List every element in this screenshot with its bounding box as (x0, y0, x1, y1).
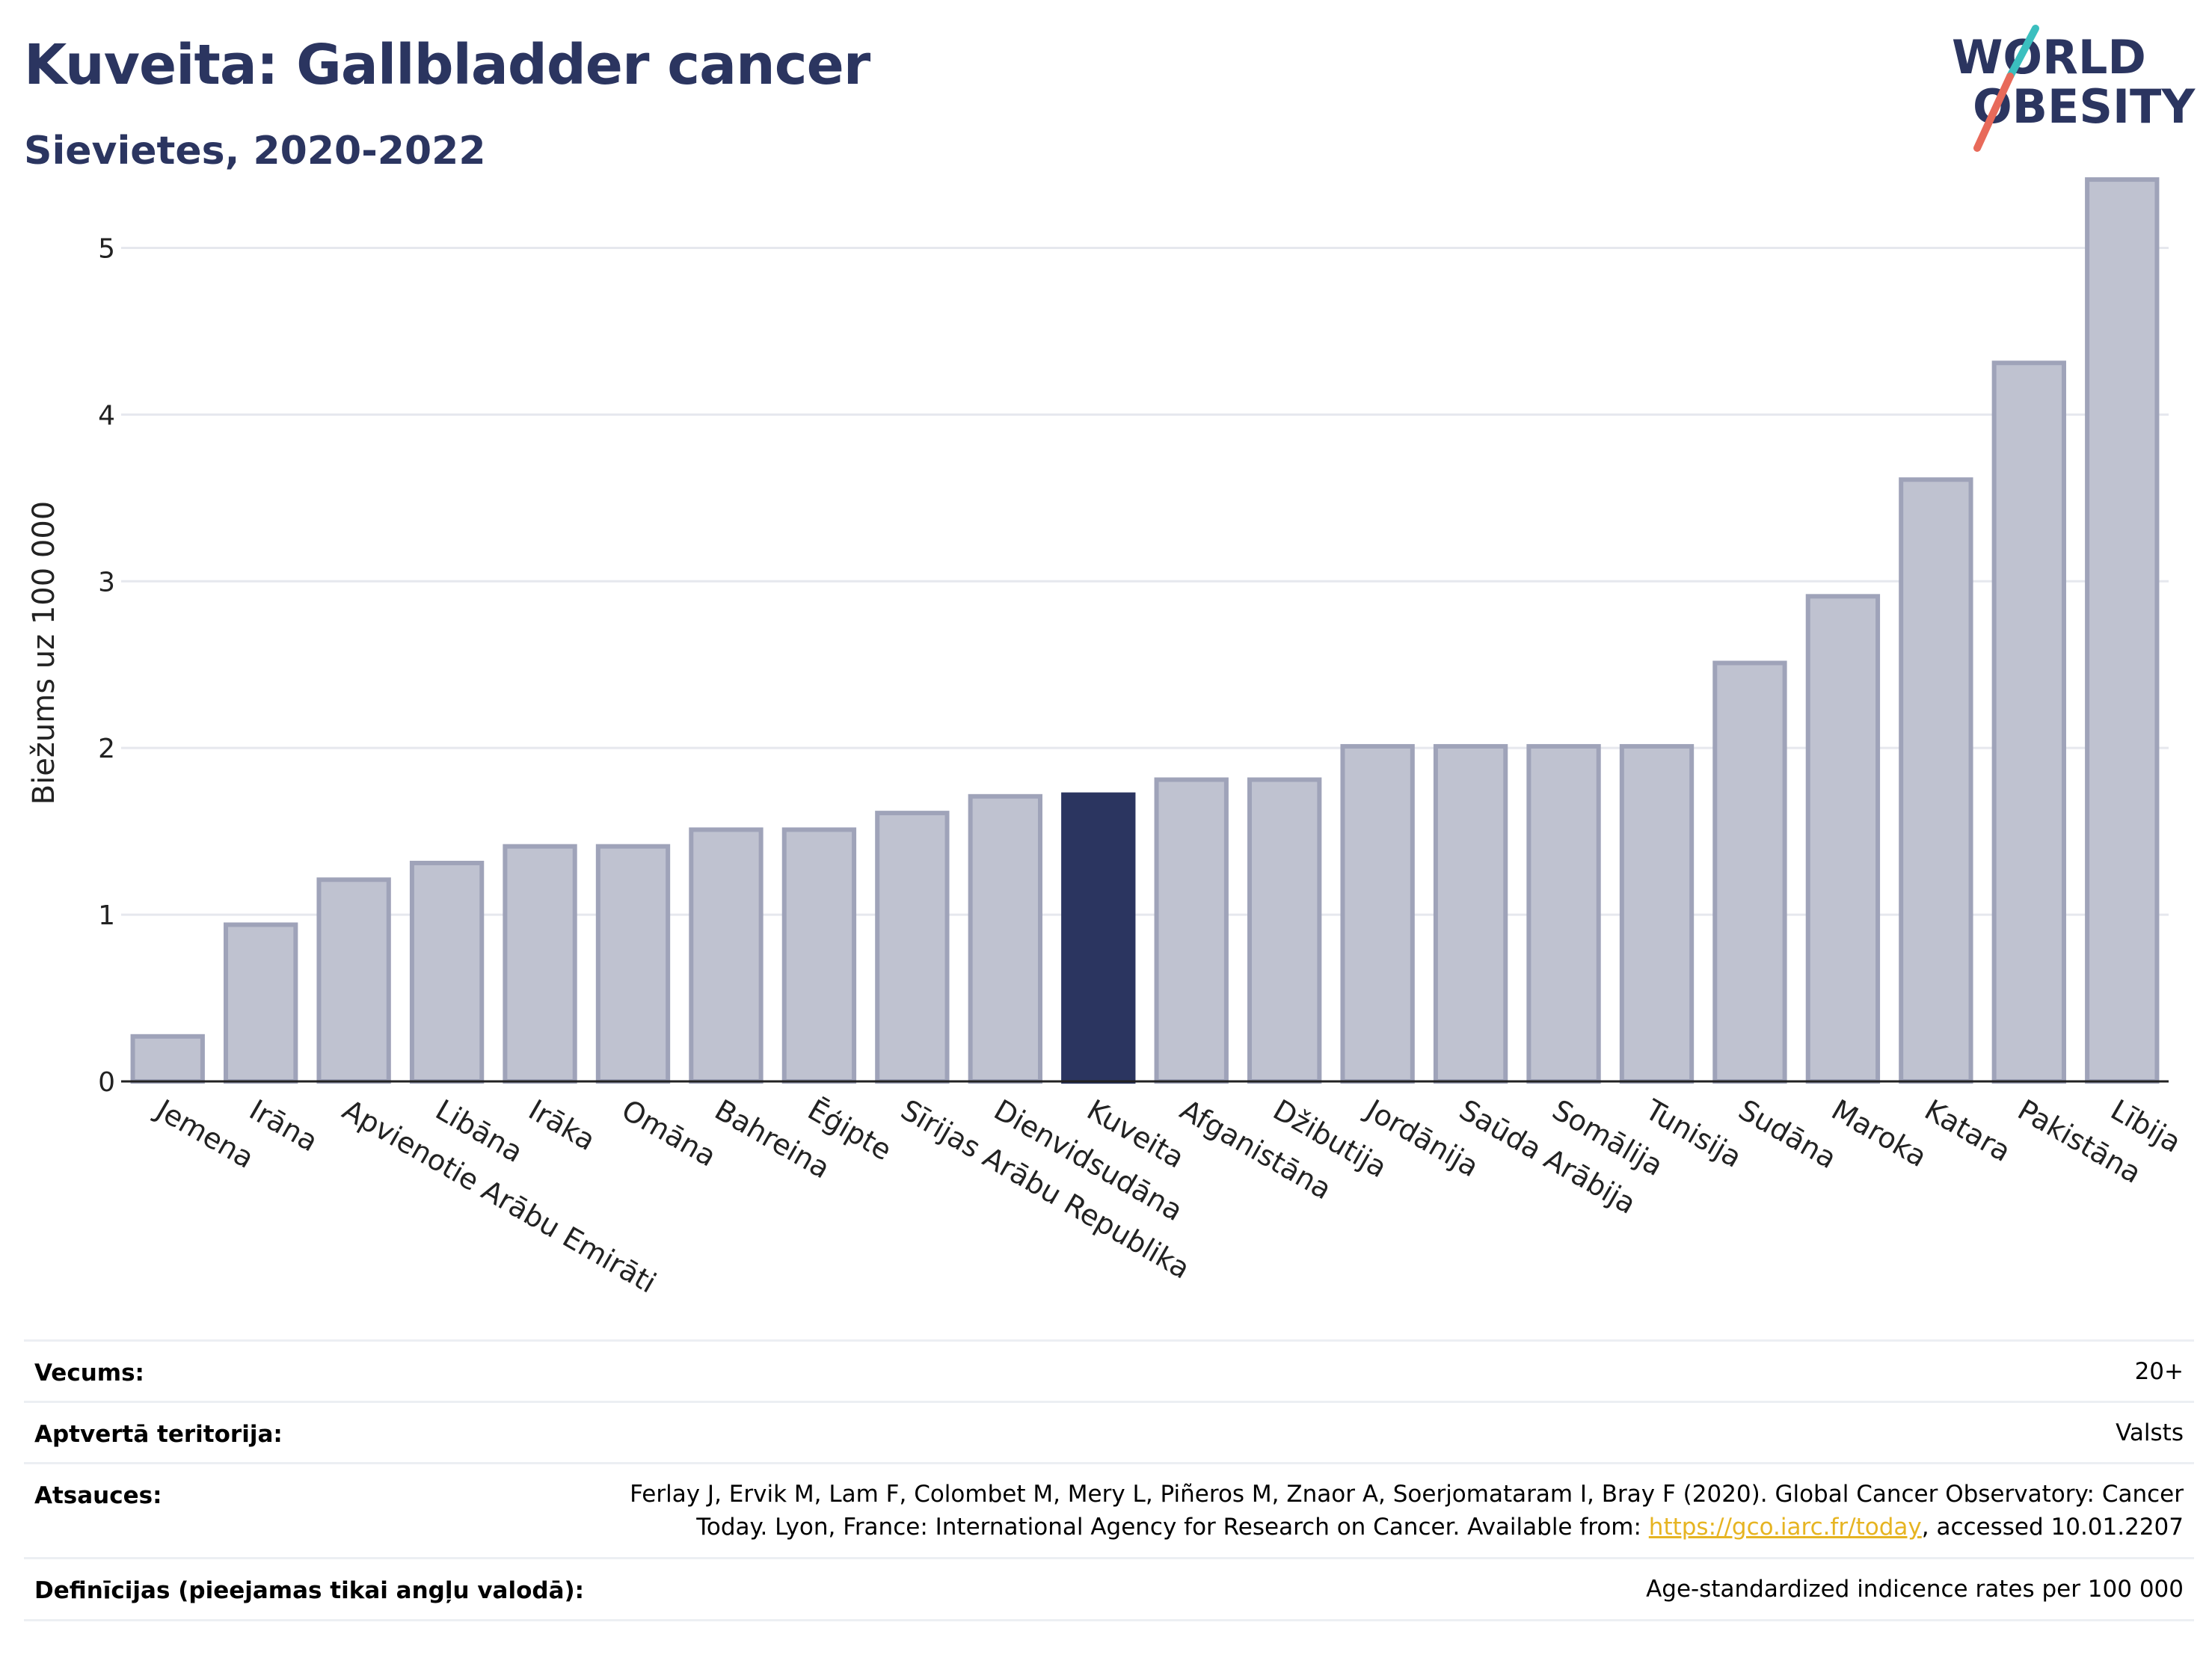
meta-defs-label: Definīcijas (pieejamas tikai angļu valod… (34, 1577, 585, 1604)
meta-refs-value: Ferlay J, Ervik M, Lam F, Colombet M, Me… (630, 1478, 2184, 1544)
bar (1991, 360, 2066, 1084)
bar (1712, 660, 1787, 1084)
y-tick-label: 5 (98, 233, 115, 264)
x-tick-label: Maroka (1826, 1093, 1932, 1173)
x-tick-label: Jemena (150, 1093, 259, 1175)
y-tick-labels: 0 1 2 3 4 5 (98, 233, 115, 1098)
bar (1899, 477, 1973, 1084)
y-tick-label: 2 (98, 734, 115, 764)
bar (1526, 743, 1601, 1084)
page-subtitle: Sievietes, 2020-2022 (24, 129, 486, 174)
svg-text:WORLD: WORLD (1952, 30, 2146, 85)
bar (1433, 743, 1508, 1084)
x-tick-label: Sudāna (1733, 1093, 1842, 1176)
bar (1340, 743, 1415, 1084)
bar-highlighted (1061, 792, 1136, 1084)
x-tick-label: Omāna (616, 1093, 722, 1173)
page-title: Kuveita: Gallbladder cancer (24, 33, 870, 97)
bar (224, 922, 298, 1084)
y-axis-label: Biežums uz 100 000 (27, 501, 61, 805)
x-tick-label: Katara (1919, 1093, 2016, 1168)
meta-row-references: Atsauces: Ferlay J, Ervik M, Lam F, Colo… (24, 1462, 2194, 1558)
meta-coverage-label: Aptvertā teritorija: (34, 1421, 283, 1448)
svg-text:OBESITY: OBESITY (1973, 79, 2196, 134)
meta-row-age: Vecums: 20+ (24, 1339, 2194, 1401)
y-tick-label: 1 (98, 900, 115, 931)
y-tick-label: 4 (98, 400, 115, 431)
bar (1154, 777, 1229, 1084)
x-tick-label: Irāka (523, 1093, 601, 1157)
bar (316, 877, 391, 1084)
refs-line-2: Today. Lyon, France: International Agenc… (630, 1511, 2184, 1544)
bar (968, 793, 1042, 1084)
bars (130, 177, 2160, 1084)
refs-line-2-pre: Today. Lyon, France: International Agenc… (696, 1514, 1649, 1541)
bar (689, 827, 764, 1084)
gco-link[interactable]: https://gco.iarc.fr/today (1648, 1514, 1922, 1541)
bar (875, 811, 950, 1084)
meta-age-label: Vecums: (34, 1360, 144, 1387)
world-obesity-logo: WORLD OBESITY (1952, 25, 2196, 152)
bar (781, 827, 857, 1084)
bar (409, 860, 485, 1084)
meta-age-value: 20+ (2134, 1358, 2184, 1385)
bar (1805, 594, 1881, 1084)
bar (1247, 777, 1322, 1084)
meta-defs-value: Age-standardized indicence rates per 100… (1646, 1576, 2184, 1603)
refs-line-2-post: , accessed 10.01.2207 (1921, 1514, 2184, 1541)
y-tick-label: 0 (98, 1067, 115, 1098)
y-tick-label: 3 (98, 567, 115, 598)
meta-row-definitions: Definīcijas (pieejamas tikai angļu valod… (24, 1557, 2194, 1621)
meta-coverage-value: Valsts (2116, 1419, 2184, 1446)
meta-refs-label: Atsauces: (34, 1482, 162, 1509)
bar (595, 844, 671, 1084)
bar (2085, 177, 2160, 1084)
bar (1619, 743, 1695, 1084)
refs-line-1: Ferlay J, Ervik M, Lam F, Colombet M, Me… (630, 1481, 2184, 1508)
bar (130, 1034, 205, 1084)
bar (503, 844, 577, 1084)
meta-row-coverage: Aptvertā teritorija: Valsts (24, 1401, 2194, 1463)
